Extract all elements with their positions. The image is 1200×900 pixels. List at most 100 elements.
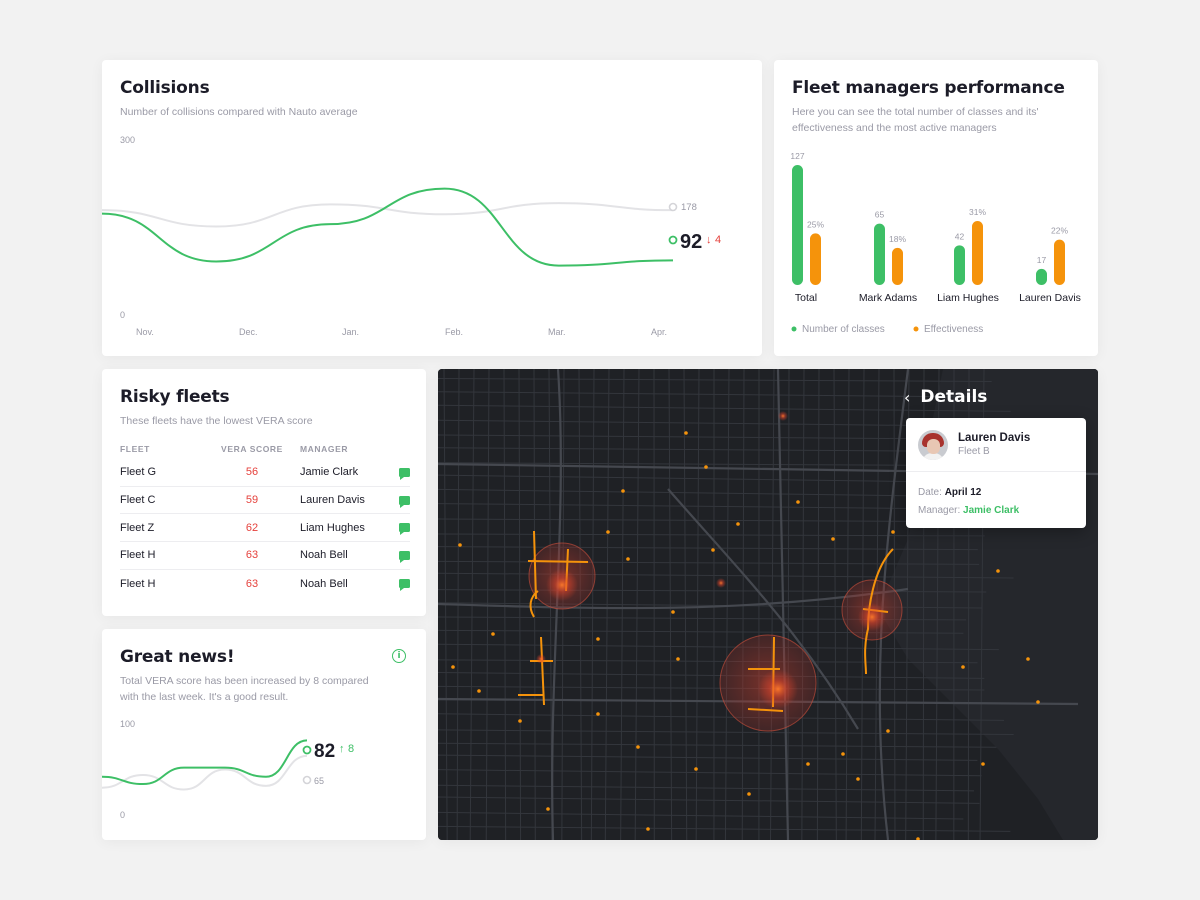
event-dot xyxy=(856,777,860,781)
table-row[interactable]: Fleet C 59 Lauren Davis xyxy=(120,487,410,515)
average-value-label: 65 xyxy=(314,776,324,786)
event-dot xyxy=(886,729,890,733)
current-endpoint xyxy=(302,745,312,755)
event-dot xyxy=(646,827,650,831)
x-tick-label: Apr. xyxy=(651,327,667,337)
vera-score: 63 xyxy=(245,549,259,562)
manager-name: Noah Bell xyxy=(300,577,348,590)
fleet-name: Fleet C xyxy=(120,494,156,507)
delta-value: 4 xyxy=(715,234,721,246)
info-icon[interactable]: i xyxy=(392,649,406,663)
category-label: Liam Hughes xyxy=(937,292,999,304)
classes-bar-label: 42 xyxy=(955,231,965,241)
fleet-performance-chart: 127 25% Total 65 18% Mark Adams 42 31% Liam Hugh… xyxy=(790,151,1081,335)
event-dot xyxy=(806,762,810,766)
event-dot xyxy=(961,665,965,669)
map-panel[interactable]: ‹ Details Lauren Davis Fleet B Date: Apr… xyxy=(438,369,1098,840)
current-value-label: 92 xyxy=(680,231,702,253)
chat-icon[interactable] xyxy=(399,550,410,563)
effectiveness-bar xyxy=(972,221,983,285)
chat-icon[interactable] xyxy=(399,495,410,508)
category-label: Mark Adams xyxy=(859,292,917,304)
y-tick-label: 0 xyxy=(120,810,125,820)
chat-icon[interactable] xyxy=(399,523,410,536)
effectiveness-bar-label: 18% xyxy=(889,234,906,244)
fleet-performance-card: Fleet managers performance Here you can … xyxy=(774,60,1098,356)
event-dot xyxy=(1026,657,1030,661)
classes-bar xyxy=(954,245,965,285)
table-row[interactable]: Fleet H 63 Noah Bell xyxy=(120,570,410,598)
fleet-name: Fleet Z xyxy=(120,521,155,534)
table-row[interactable]: Fleet Z 62 Liam Hughes xyxy=(120,514,410,543)
effectiveness-bar-label: 25% xyxy=(807,219,824,229)
city-map[interactable] xyxy=(438,369,1098,840)
column-header-manager: MANAGER xyxy=(300,444,349,454)
average-series-line xyxy=(102,202,674,228)
category-label: Total xyxy=(795,292,817,304)
event-dot xyxy=(796,500,800,504)
great-news-title: Great news! xyxy=(120,647,235,667)
hotspot-dot xyxy=(716,578,726,588)
legend-effectiveness-dot xyxy=(913,326,919,332)
x-tick-label: Dec. xyxy=(239,327,258,337)
driver-fleet: Fleet B xyxy=(958,446,990,457)
event-dot xyxy=(626,557,630,561)
average-value-label: 178 xyxy=(681,202,697,213)
chat-icon[interactable] xyxy=(399,467,410,480)
classes-bar-label: 127 xyxy=(790,151,804,161)
effectiveness-bar xyxy=(892,247,903,285)
hotspot-center xyxy=(758,669,798,709)
y-tick-label: 300 xyxy=(120,135,135,145)
risky-fleets-card: Risky fleets These fleets have the lowes… xyxy=(102,369,426,616)
manager-link[interactable]: Jamie Clark xyxy=(963,505,1020,516)
event-dot xyxy=(916,837,920,840)
hotspot-center xyxy=(858,603,886,631)
current-endpoint xyxy=(668,235,678,245)
chat-icon[interactable] xyxy=(399,579,410,592)
x-tick-label: Feb. xyxy=(445,327,463,337)
table-row[interactable]: Fleet H 63 Noah Bell xyxy=(120,542,410,570)
delta-value: 8 xyxy=(348,743,354,755)
down-arrow-icon: ↓ xyxy=(706,234,712,246)
event-dot xyxy=(546,807,550,811)
collisions-title: Collisions xyxy=(120,78,210,98)
fleet-name: Fleet H xyxy=(120,577,156,590)
avatar xyxy=(918,429,948,460)
driver-name: Lauren Davis xyxy=(958,432,1031,444)
event-dot xyxy=(676,657,680,661)
risky-fleets-title: Risky fleets xyxy=(120,387,230,407)
date-value: April 12 xyxy=(944,487,982,498)
effectiveness-bar xyxy=(810,233,821,285)
event-dot xyxy=(1036,700,1040,704)
vera-score: 59 xyxy=(245,494,259,507)
event-dot xyxy=(684,431,688,435)
vera-score: 63 xyxy=(245,577,259,590)
fleet-name: Fleet H xyxy=(120,549,156,562)
event-dot xyxy=(621,489,625,493)
event-dot xyxy=(606,530,610,534)
up-arrow-icon: ↑ xyxy=(339,743,345,755)
manager-name: Lauren Davis xyxy=(300,494,365,507)
chevron-left-icon[interactable]: ‹ xyxy=(904,387,911,407)
table-header: FLEET VERA SCORE MANAGER xyxy=(120,439,410,459)
vera-score-chart: 100 0 65 82 ↑ 8 xyxy=(102,719,354,820)
manager-name: Jamie Clark xyxy=(300,466,359,479)
event-dot xyxy=(477,689,481,693)
legend-effectiveness-label: Effectiveness xyxy=(924,324,983,335)
event-dot xyxy=(996,569,1000,573)
hotspot-center xyxy=(546,569,578,601)
risky-fleets-subtitle: These fleets have the lowest VERA score xyxy=(120,415,313,427)
risky-fleets-table: FLEET VERA SCORE MANAGER Fleet G 56 Jami… xyxy=(120,439,410,597)
x-tick-label: Jan. xyxy=(342,327,359,337)
event-dot xyxy=(596,637,600,641)
fleet-performance-title: Fleet managers performance xyxy=(792,78,1065,98)
collisions-series-line xyxy=(102,187,674,267)
collisions-chart: 300 0 178 92 ↓ 4 Nov. Dec. Jan. Feb. Mar. Apr… xyxy=(102,135,721,337)
event-dot xyxy=(491,632,495,636)
table-row[interactable]: Fleet G 56 Jamie Clark xyxy=(120,459,410,487)
collisions-card: Collisions Number of collisions compared… xyxy=(102,60,762,356)
event-dot xyxy=(451,665,455,669)
effectiveness-bar xyxy=(1054,239,1065,285)
great-news-card: Great news! Total VERA score has been in… xyxy=(102,629,426,840)
collisions-subtitle: Number of collisions compared with Nauto… xyxy=(120,106,358,118)
